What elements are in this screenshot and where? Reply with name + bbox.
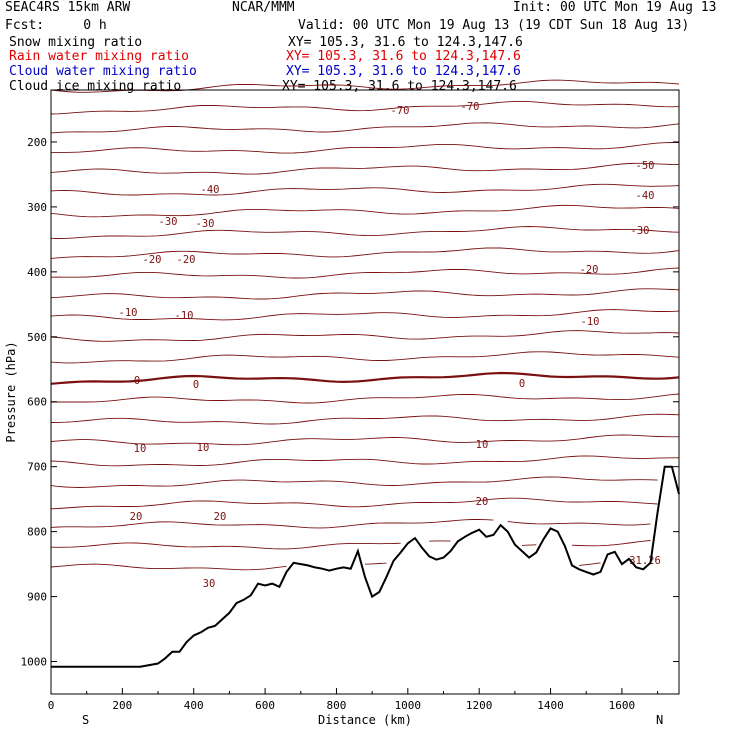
- y-tick-label: 800: [27, 526, 47, 539]
- plot-frame: [50, 89, 680, 695]
- contour-label: -30: [159, 216, 178, 228]
- contour-label: -10: [581, 316, 600, 328]
- contour-label: -20: [580, 264, 599, 276]
- x-tick-label: 1000: [395, 699, 422, 712]
- contour-label: -30: [631, 225, 650, 237]
- x-tick-label: 800: [327, 699, 347, 712]
- contour-label: 30: [203, 578, 216, 590]
- field-xy-cloud-water: XY= 105.3, 31.6 to 124.3,147.6: [286, 64, 521, 79]
- field-name-cloud-water: Cloud water mixing ratio: [9, 64, 197, 79]
- field-xy-rain: XY= 105.3, 31.6 to 124.3,147.6: [286, 49, 521, 64]
- contour-label: 31.26: [629, 555, 661, 567]
- y-tick-label: 300: [27, 201, 47, 214]
- contour-line: [50, 247, 680, 259]
- y-tick-label: 200: [27, 136, 47, 149]
- forecast-hour: Fcst: 0 h: [5, 18, 107, 33]
- contour-line: [50, 413, 680, 425]
- contour-label: -70: [461, 101, 480, 113]
- contour-line: [50, 351, 680, 364]
- contour-line: [50, 162, 680, 175]
- y-tick-label: 1000: [21, 656, 48, 669]
- x-tick-label: 1400: [537, 699, 564, 712]
- contour-label: -20: [177, 254, 196, 266]
- contour-line: [50, 434, 680, 446]
- terrain-line: [51, 465, 680, 668]
- contour-line: [50, 183, 680, 196]
- x-tick-label: 0: [48, 699, 55, 712]
- x-tick-label: 400: [184, 699, 204, 712]
- contour-line: [51, 477, 679, 488]
- contour-label: 20: [476, 496, 489, 508]
- contour-line: [50, 330, 680, 342]
- contour-line: [50, 288, 680, 300]
- x-tick-label: 600: [255, 699, 275, 712]
- contour-line: [50, 455, 679, 467]
- contour-line: [50, 204, 680, 218]
- contour-label: -40: [636, 190, 655, 202]
- south-end-label: S: [82, 713, 89, 727]
- contour-label: -50: [636, 160, 655, 172]
- init-time: Init: 00 UTC Mon 19 Aug 13: [513, 0, 717, 15]
- x-tick-label: 200: [112, 699, 132, 712]
- contour-line: [50, 497, 658, 510]
- contour-label: 0: [519, 378, 525, 390]
- contour-label: 20: [130, 511, 143, 523]
- contour-label: 10: [134, 443, 147, 455]
- x-axis: 0 200 400 600 800 1000 1200 1400 1600: [48, 688, 659, 712]
- org-title: NCAR/MMM: [232, 0, 295, 15]
- north-end-label: N: [656, 713, 663, 727]
- y-tick-label: 400: [27, 266, 47, 279]
- contour-line: [50, 393, 680, 404]
- contour-line: [50, 79, 680, 93]
- valid-time: Valid: 00 UTC Mon 19 Aug 13 (19 CDT Sun …: [298, 18, 690, 33]
- contour-label: 10: [197, 442, 210, 454]
- y-tick-label: 600: [27, 396, 47, 409]
- y-tick-label: 900: [27, 591, 47, 604]
- contour-line: [50, 371, 680, 385]
- field-xy-snow: XY= 105.3, 31.6 to 124.3,147.6: [288, 35, 523, 50]
- y-tick-label: 700: [27, 461, 47, 474]
- contour-line: [50, 226, 680, 239]
- field-name-rain: Rain water mixing ratio: [9, 49, 190, 64]
- field-name-snow: Snow mixing ratio: [9, 35, 143, 50]
- contour-label: 0: [193, 379, 199, 391]
- contour-label: 0: [134, 375, 140, 387]
- contour-label: -40: [201, 184, 220, 196]
- x-axis-label: Distance (km): [318, 713, 412, 727]
- temperature-contours: [50, 79, 680, 570]
- contour-line: [50, 519, 651, 529]
- contour-line: [50, 267, 680, 279]
- contour-line: [50, 540, 651, 550]
- contour-label: -30: [196, 218, 215, 230]
- contour-label: -10: [175, 310, 194, 322]
- contour-line: [50, 100, 680, 115]
- contour-label: -10: [119, 307, 138, 319]
- contour-line: [50, 122, 680, 134]
- contour-label: -70: [391, 105, 410, 117]
- contour-line: [51, 142, 679, 154]
- contour-label: 10: [476, 439, 489, 451]
- x-tick-label: 1600: [609, 699, 636, 712]
- x-tick-label: 1200: [466, 699, 493, 712]
- y-tick-label: 500: [27, 331, 47, 344]
- y-axis-label: Pressure (hPa): [4, 341, 18, 442]
- contour-line: [50, 309, 680, 321]
- contour-label: -20: [143, 254, 162, 266]
- model-title: SEAC4RS 15km ARW: [5, 0, 131, 15]
- contour-label: 20: [214, 511, 227, 523]
- contour-labels: -70 -70 -50 -40 -40 -30 -30 -30 -20 -20 -20 -10 -10 -…: [119, 101, 661, 590]
